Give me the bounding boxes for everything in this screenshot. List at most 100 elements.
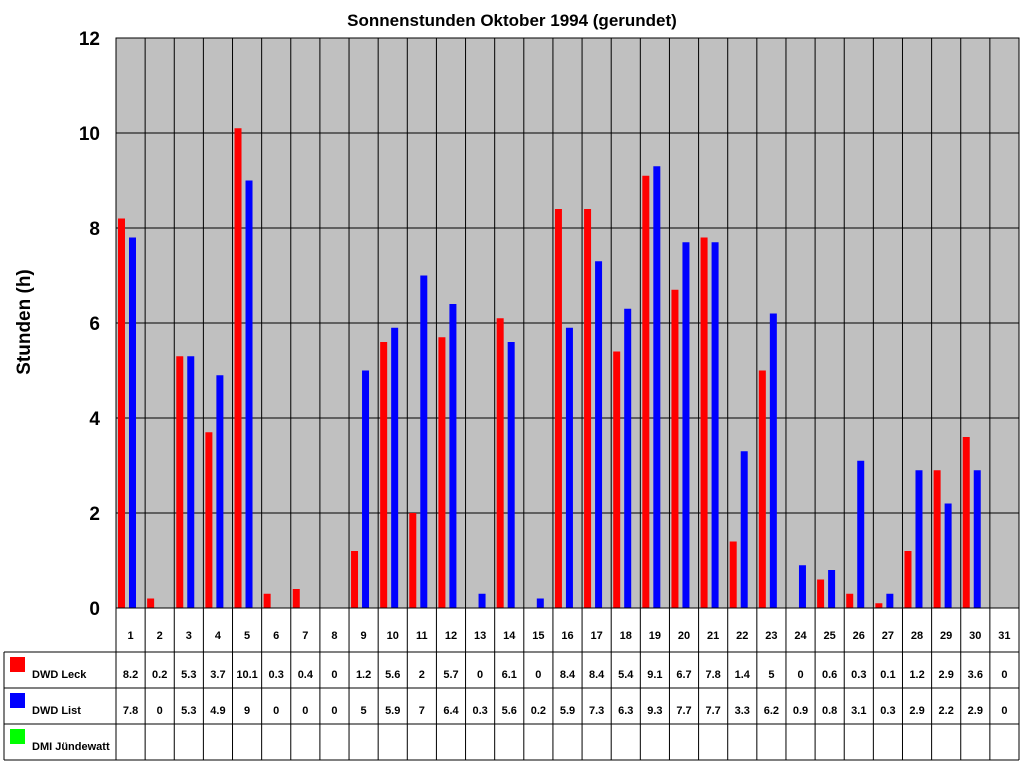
- bar-dwd-leck: [584, 209, 592, 608]
- bar-dwd-leck: [409, 513, 417, 608]
- data-table-cell: 2.9: [968, 705, 983, 717]
- bar-dwd-list: [828, 570, 836, 608]
- data-table-cell: 0.3: [269, 669, 284, 681]
- x-tick-label: 23: [765, 630, 777, 642]
- x-tick-label: 9: [361, 630, 367, 642]
- x-tick-label: 21: [707, 630, 719, 642]
- legend-label: DMI Jündewatt: [32, 741, 110, 753]
- data-table-cell: 0.8: [822, 705, 837, 717]
- x-tick-label: 14: [503, 630, 516, 642]
- data-table-cell: 2: [419, 669, 425, 681]
- x-tick-label: 6: [273, 630, 279, 642]
- bar-dwd-list: [129, 237, 136, 608]
- data-table-cell: 6.4: [443, 705, 459, 717]
- bar-dwd-list: [565, 327, 573, 608]
- data-table-cell: 3.1: [851, 705, 866, 717]
- bar-dwd-leck: [962, 437, 970, 608]
- bar-dwd-leck: [846, 593, 854, 608]
- bar-dwd-list: [857, 460, 865, 608]
- data-table-cell: 2.2: [939, 705, 954, 717]
- x-tick-label: 7: [302, 630, 308, 642]
- data-table-cell: 5.3: [181, 705, 196, 717]
- data-table-cell: 0: [331, 705, 337, 717]
- data-table-cell: 5.3: [181, 669, 196, 681]
- bar-dwd-leck: [554, 209, 562, 608]
- y-tick-label: 2: [89, 504, 100, 525]
- bar-dwd-leck: [118, 218, 125, 608]
- bar-dwd-leck: [904, 551, 912, 608]
- bar-dwd-list: [944, 503, 952, 608]
- bar-dwd-list: [362, 370, 370, 608]
- bar-dwd-list: [769, 313, 777, 608]
- data-table-cell: 0.4: [298, 669, 314, 681]
- x-tick-label: 24: [794, 630, 807, 642]
- x-tick-label: 28: [911, 630, 923, 642]
- bar-dwd-leck: [729, 541, 737, 608]
- x-tick-label: 22: [736, 630, 748, 642]
- x-tick-label: 15: [532, 630, 544, 642]
- bar-dwd-list: [216, 375, 224, 608]
- bar-dwd-leck: [147, 598, 155, 608]
- x-tick-label: 5: [244, 630, 250, 642]
- bar-dwd-leck: [496, 318, 504, 608]
- bar-dwd-list: [711, 242, 719, 608]
- data-table-cell: 6.7: [676, 669, 691, 681]
- bar-dwd-leck: [176, 356, 184, 608]
- data-table-cell: 7.7: [676, 705, 691, 717]
- data-table-cell: 7.8: [123, 705, 138, 717]
- data-table-cell: 8.4: [589, 669, 605, 681]
- data-table-cell: 8.4: [560, 669, 576, 681]
- data-table-cell: 3.7: [210, 669, 225, 681]
- bar-dwd-list: [507, 342, 515, 608]
- x-tick-label: 1: [128, 630, 134, 642]
- data-table-cell: 6.1: [502, 669, 517, 681]
- data-table-cell: 1.2: [909, 669, 924, 681]
- data-table-cell: 0: [477, 669, 483, 681]
- data-table-cell: 7.8: [705, 669, 720, 681]
- bar-dwd-list: [798, 565, 806, 608]
- data-table-cell: 5.7: [443, 669, 458, 681]
- bar-dwd-leck: [758, 370, 766, 608]
- bar-dwd-list: [245, 180, 253, 608]
- data-table-cell: 0: [157, 705, 163, 717]
- data-table-cell: 6.2: [764, 705, 779, 717]
- data-table-cell: 0: [797, 669, 803, 681]
- x-tick-label: 19: [649, 630, 661, 642]
- data-table-cell: 2.9: [939, 669, 954, 681]
- data-table-cell: 5.9: [385, 705, 400, 717]
- x-tick-label: 8: [331, 630, 337, 642]
- bar-dwd-leck: [671, 289, 679, 608]
- x-tick-label: 20: [678, 630, 690, 642]
- x-tick-label: 12: [445, 630, 457, 642]
- bar-dwd-list: [595, 261, 603, 608]
- x-tick-label: 3: [186, 630, 192, 642]
- y-tick-label: 0: [89, 599, 100, 620]
- data-table-cell: 9.1: [647, 669, 662, 681]
- bar-dwd-list: [740, 451, 748, 608]
- data-table-cell: 0: [1001, 669, 1007, 681]
- bar-dwd-leck: [351, 551, 359, 608]
- data-table-cell: 0: [273, 705, 279, 717]
- y-tick-label: 4: [89, 409, 100, 430]
- data-table-cell: 4.9: [210, 705, 225, 717]
- plot-area: 0 2 4 6 8 10 12: [79, 29, 1020, 620]
- data-table-cell: 0.3: [472, 705, 487, 717]
- data-table-cell: 5: [768, 669, 774, 681]
- x-tick-label: 30: [969, 630, 981, 642]
- bar-dwd-leck: [438, 337, 446, 608]
- data-table-cell: 3.3: [735, 705, 750, 717]
- bar-dwd-leck: [875, 603, 883, 608]
- x-tick-label: 2: [157, 630, 163, 642]
- data-table-cell: 0: [331, 669, 337, 681]
- x-tick-label: 27: [882, 630, 894, 642]
- legend-label: DWD List: [32, 705, 81, 717]
- bar-dwd-leck: [380, 342, 388, 608]
- data-table-cell: 7.7: [705, 705, 720, 717]
- data-table-cell: 6.3: [618, 705, 633, 717]
- x-tick-label: 18: [620, 630, 632, 642]
- data-table-cell: 2.9: [909, 705, 924, 717]
- bar-dwd-leck: [933, 470, 941, 608]
- bar-dwd-leck: [292, 589, 300, 608]
- y-tick-label: 12: [79, 29, 100, 50]
